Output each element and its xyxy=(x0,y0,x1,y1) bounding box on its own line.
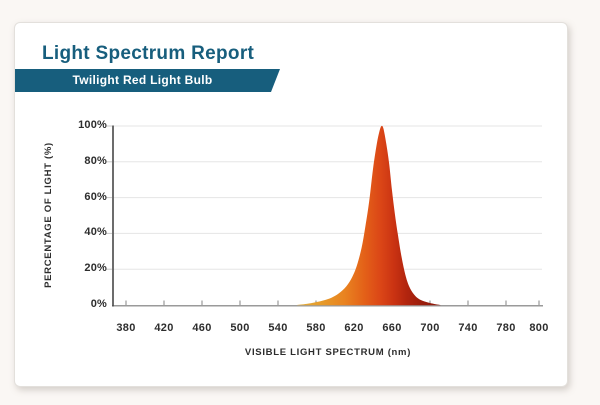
report-title: Light Spectrum Report xyxy=(42,43,255,64)
spectrum-curve xyxy=(297,125,441,306)
bulb-name-banner: Twilight Red Light Bulb xyxy=(15,69,280,92)
y-axis-title: PERCENTAGE OF LIGHT (%) xyxy=(43,142,54,288)
report-card: Light Spectrum Report Twilight Red Light… xyxy=(14,22,568,387)
spectrum-curve-svg xyxy=(106,125,543,307)
spectrum-chart: 0% 20% 40% 60% 80% 100% 380 420 460 500 540 580 620… xyxy=(15,23,567,386)
x-axis-title: VISIBLE LIGHT SPECTRUM (nm) xyxy=(244,347,412,358)
bulb-name-label: Twilight Red Light Bulb xyxy=(72,73,213,87)
